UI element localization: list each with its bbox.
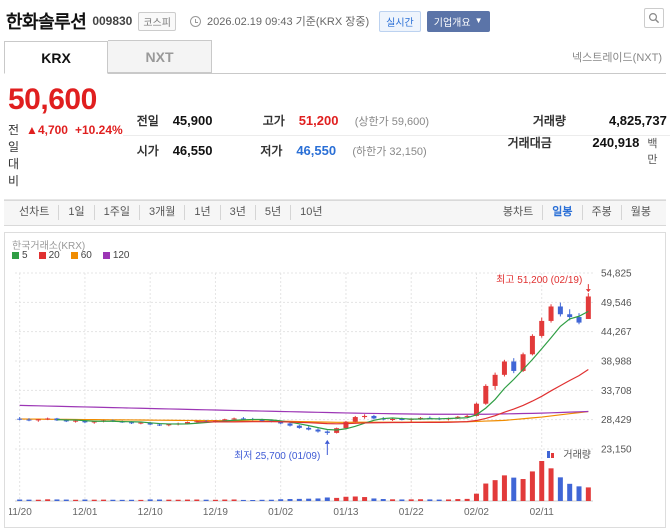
change-label: 전일대비 — [8, 122, 20, 188]
svg-text:거래량: 거래량 — [563, 449, 591, 461]
svg-text:12/01: 12/01 — [72, 507, 97, 518]
low-value: 46,550 — [296, 143, 337, 159]
change-value: ▲4,700 — [26, 123, 68, 137]
price-summary-section: 50,600 전일대비 ▲4,700 +10.24% 전일 45,900 고가 51… — [4, 74, 670, 200]
ma-color-swatch — [102, 252, 110, 259]
upper-limit: (상한가 59,600) — [354, 115, 430, 128]
stock-code: 009830 — [92, 14, 133, 28]
chart-period-toolbar: 선차트 1일 1주일 3개월 1년 3년 5년 10년 봉차트 일봉 주봉 월봉 — [4, 199, 666, 226]
summary-row-2: 시가 46,550 저가 46,550 (하한가 32,150) 거래대금 240,91… — [122, 135, 670, 167]
change-percent: +10.24% — [74, 122, 123, 137]
svg-text:01/02: 01/02 — [268, 507, 293, 518]
svg-text:38,988: 38,988 — [601, 356, 632, 367]
button-monthly-candle[interactable]: 월봉 — [620, 205, 660, 220]
volume-value: 4,825,737 — [608, 112, 667, 128]
ma-color-swatch — [38, 252, 46, 259]
svg-text:54,825: 54,825 — [601, 268, 632, 279]
lower-limit: (하한가 32,150) — [352, 146, 427, 159]
svg-text:01/22: 01/22 — [399, 507, 424, 518]
tab-nxt[interactable]: NXT — [108, 40, 212, 73]
svg-text:23,150: 23,150 — [601, 444, 632, 455]
price-change-row: 전일대비 ▲4,700 +10.24% — [8, 121, 123, 189]
trade-amount-label: 거래대금 — [507, 136, 552, 151]
button-1week[interactable]: 1주일 — [93, 205, 139, 220]
svg-text:12/19: 12/19 — [203, 507, 228, 518]
nxt-link[interactable]: 넥스트레이드(NXT) — [571, 52, 662, 64]
button-5year[interactable]: 5년 — [254, 205, 290, 220]
trade-amount-value: 240,918 — [592, 135, 640, 151]
svg-text:최고 51,200 (02/19): 최고 51,200 (02/19) — [496, 274, 582, 286]
button-1day[interactable]: 1일 — [58, 205, 93, 220]
candlestick-chart[interactable]: 11/20 12/01 12/10 12/19 01/02 01/13 01/22 02/02… — [9, 263, 661, 525]
button-10year[interactable]: 10년 — [290, 205, 331, 220]
clock-icon — [189, 15, 201, 27]
prev-close-value: 45,900 — [172, 112, 213, 128]
quote-datetime: 2026.02.19 09:43 기준(KRX 장중) — [206, 16, 370, 28]
market-badge: 코스피 — [138, 11, 176, 31]
summary-row-1: 전일 45,900 고가 51,200 (상한가 59,600) 거래량 4,825,7… — [123, 105, 670, 135]
company-overview-button[interactable]: 기업개요 ▼ — [426, 10, 490, 32]
svg-text:49,546: 49,546 — [601, 297, 632, 308]
chevron-down-icon: ▼ — [474, 16, 483, 25]
svg-text:11/20: 11/20 — [9, 507, 32, 518]
volume-label: 거래량 — [532, 113, 566, 128]
high-value: 51,200 — [298, 112, 339, 128]
magnifier-icon — [648, 12, 660, 24]
realtime-badge[interactable]: 실시간 — [379, 10, 421, 32]
candle-type-buttons: 봉차트 일봉 주봉 월봉 — [494, 205, 660, 220]
chart-panel: 한국거래소(KRX) 5 20 60 120 11/20 12/01 12/10 12/19… — [4, 231, 666, 528]
ma-color-swatch — [12, 252, 19, 259]
svg-text:28,429: 28,429 — [601, 415, 632, 426]
low-label: 저가 — [260, 144, 283, 159]
open-value: 46,550 — [172, 143, 213, 159]
ma-legend-item: 20 — [38, 250, 60, 261]
high-label: 고가 — [262, 113, 285, 128]
svg-text:44,267: 44,267 — [601, 327, 632, 338]
period-buttons: 선차트 1일 1주일 3개월 1년 3년 5년 10년 — [10, 205, 331, 220]
button-3year[interactable]: 3년 — [219, 205, 255, 220]
button-3month[interactable]: 3개월 — [138, 205, 184, 220]
exchange-tabs: KRX NXT 넥스트레이드(NXT) — [4, 40, 666, 74]
chart-zoom-button[interactable] — [644, 8, 664, 28]
svg-text:02/11: 02/11 — [530, 507, 555, 518]
header: 한화솔루션 009830 코스피 2026.02.19 09:43 기준(KRX… — [4, 6, 666, 40]
trade-amount-unit: 백만 — [647, 138, 658, 167]
company-overview-label: 기업개요 — [433, 17, 471, 29]
button-line-chart[interactable]: 선차트 — [19, 206, 50, 218]
svg-text:33,708: 33,708 — [601, 385, 632, 396]
svg-text:12/10: 12/10 — [138, 507, 163, 518]
svg-text:02/02: 02/02 — [464, 507, 489, 518]
svg-text:01/13: 01/13 — [333, 507, 358, 518]
stock-title: 한화솔루션 — [6, 12, 87, 32]
svg-text:최저 25,700 (01/09): 최저 25,700 (01/09) — [234, 450, 320, 462]
ma-legend-item: 60 — [70, 250, 92, 261]
ma-legend-item: 5 — [12, 250, 28, 261]
tab-krx[interactable]: KRX — [4, 41, 108, 74]
change-amount: 4,700 — [37, 122, 68, 137]
button-weekly-candle[interactable]: 주봉 — [581, 205, 621, 220]
ma-color-swatch — [70, 252, 78, 259]
button-daily-candle[interactable]: 일봉 — [542, 205, 581, 220]
up-arrow-icon: ▲ — [26, 122, 38, 137]
ohlc-summary-table: 전일 45,900 고가 51,200 (상한가 59,600) 거래량 4,825,7… — [122, 82, 670, 189]
ma-legend-item: 120 — [102, 250, 130, 261]
current-price: 50,600 — [8, 83, 97, 116]
ma-legend: 5 20 60 120 — [9, 249, 663, 263]
prev-close-label: 전일 — [136, 113, 159, 128]
button-candle-chart[interactable]: 봉차트 — [502, 206, 534, 218]
open-label: 시가 — [136, 144, 159, 159]
exchange-label: 한국거래소(KRX) — [12, 240, 86, 252]
button-1year[interactable]: 1년 — [184, 205, 219, 220]
current-price-block: 50,600 전일대비 ▲4,700 +10.24% — [4, 82, 123, 189]
